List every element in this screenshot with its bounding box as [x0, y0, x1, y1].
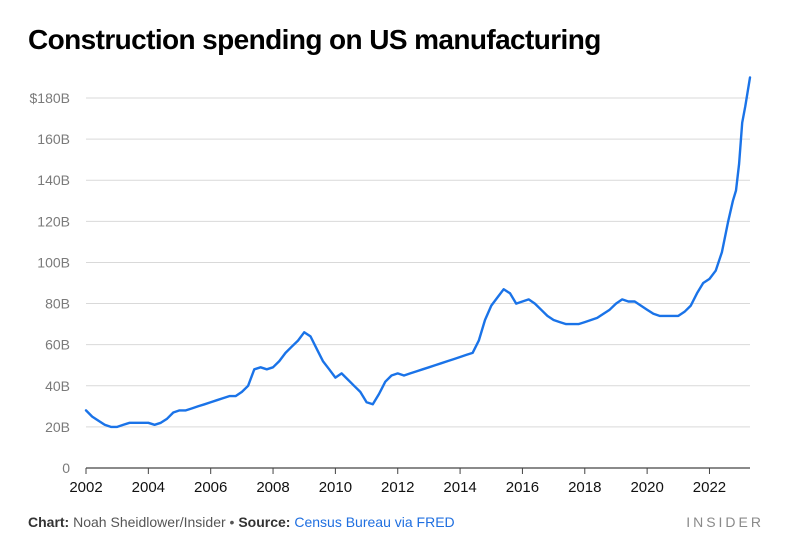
- y-tick-label: 40B: [45, 378, 70, 394]
- insider-logo: INSIDER: [686, 514, 764, 530]
- footer-separator: •: [225, 514, 239, 530]
- x-tick-label: 2006: [194, 479, 227, 496]
- y-tick-label: 120B: [37, 213, 70, 229]
- source-link[interactable]: Census Bureau via FRED: [294, 514, 455, 530]
- x-tick-label: 2004: [132, 479, 165, 496]
- chart-footer: Chart: Noah Sheidlower/Insider • Source:…: [28, 514, 455, 530]
- y-tick-label: 20B: [45, 419, 70, 435]
- y-axis-tick-labels: 0 20B 40B 60B 80B 100B 120B 140B 160B $180B: [30, 90, 71, 476]
- series-line: [84, 76, 752, 429]
- x-tick-label: 2014: [443, 479, 476, 496]
- x-tick-label: 2012: [381, 479, 414, 496]
- x-tick-label: 2016: [506, 479, 539, 496]
- chart-author: Noah Sheidlower/Insider: [73, 514, 226, 530]
- x-tick-label: 2020: [630, 479, 663, 496]
- x-tick-label: 2010: [319, 479, 352, 496]
- gridlines: [86, 97, 750, 428]
- y-tick-label: 160B: [37, 131, 70, 147]
- x-tick-label: 2022: [693, 479, 726, 496]
- x-axis-ticks: 2002 2004 2006 2008 2010 2012 2014 2016 2018 2020…: [69, 468, 726, 496]
- y-tick-label: 0: [62, 460, 70, 476]
- y-tick-label: 100B: [37, 254, 70, 270]
- y-tick-label: 140B: [37, 172, 70, 188]
- chart-credit-label: Chart:: [28, 514, 70, 530]
- x-tick-label: 2018: [568, 479, 601, 496]
- y-tick-label: $180B: [30, 90, 70, 106]
- y-tick-label: 60B: [45, 337, 70, 353]
- y-tick-label: 80B: [45, 296, 70, 312]
- x-tick-label: 2008: [256, 479, 289, 496]
- source-label: Source:: [238, 514, 291, 530]
- chart-title: Construction spending on US manufacturin…: [28, 24, 601, 55]
- x-tick-label: 2002: [69, 479, 102, 496]
